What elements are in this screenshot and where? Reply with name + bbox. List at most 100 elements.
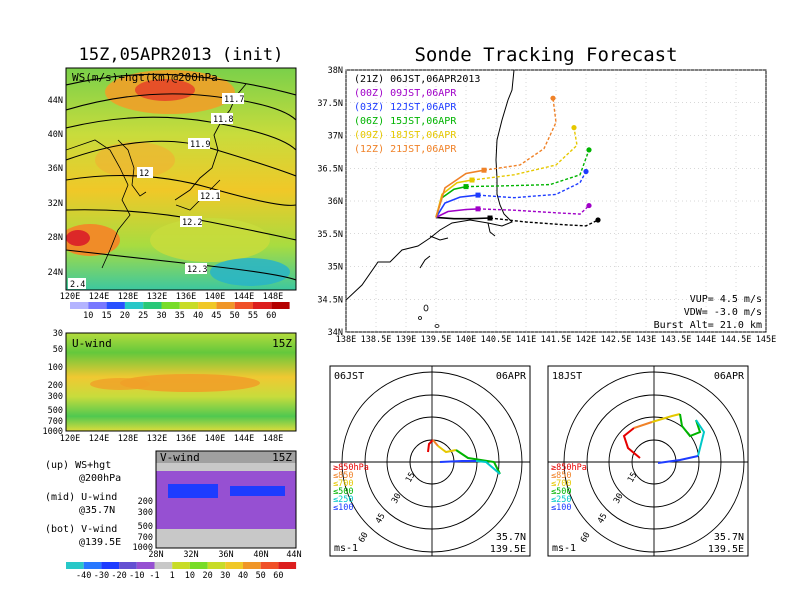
svg-text:45: 45 bbox=[596, 512, 610, 526]
track-lat-tick: 36N bbox=[328, 197, 343, 207]
wind-colorbar-swatch bbox=[225, 562, 243, 569]
vwind-time: 15Z bbox=[272, 451, 292, 464]
track-ascent bbox=[435, 169, 485, 218]
svg-text:Burst Alt= 21.0 km: Burst Alt= 21.0 km bbox=[654, 320, 762, 331]
svg-text:50: 50 bbox=[53, 345, 63, 355]
track-descent bbox=[477, 205, 590, 215]
wind-colorbar-swatch bbox=[101, 562, 120, 569]
svg-text:15: 15 bbox=[404, 471, 418, 485]
track-lat-tick: 38N bbox=[328, 66, 343, 76]
svg-text:≤850: ≤850 bbox=[551, 471, 571, 481]
landing-point bbox=[595, 217, 601, 223]
ws-colorbar-label: 10 bbox=[83, 311, 93, 321]
svg-text:128E: 128E bbox=[118, 292, 138, 302]
landing-point bbox=[583, 168, 589, 175]
track-lon-tick: 144.5E bbox=[721, 335, 752, 345]
sonde-tracks bbox=[435, 95, 601, 227]
ws-colorbar-swatch bbox=[70, 302, 89, 309]
track-ascent bbox=[435, 194, 479, 218]
svg-text:700: 700 bbox=[48, 417, 63, 427]
svg-text:136E: 136E bbox=[176, 434, 196, 444]
svg-text:60: 60 bbox=[357, 531, 371, 545]
svg-text:(09Z) 18JST,06APR: (09Z) 18JST,06APR bbox=[354, 130, 457, 141]
ws-colorbar-swatch bbox=[161, 302, 180, 309]
svg-text:200: 200 bbox=[48, 381, 63, 391]
map-lat-ticks: 44N 40N 36N 32N 28N 24N bbox=[48, 96, 63, 278]
svg-text:24N: 24N bbox=[48, 268, 63, 278]
svg-text:(21Z) 06JST,06APR2013: (21Z) 06JST,06APR2013 bbox=[354, 74, 480, 85]
svg-text:@139.5E: @139.5E bbox=[79, 537, 121, 548]
track-lon-tick: 141.5E bbox=[541, 335, 572, 345]
svg-text:(mid) U-wind: (mid) U-wind bbox=[45, 492, 117, 503]
ws-colorbar-label: 50 bbox=[230, 311, 240, 321]
svg-text:300: 300 bbox=[48, 392, 63, 402]
ws-colorbar-swatch bbox=[216, 302, 235, 309]
wind-colorbar-label: 10 bbox=[185, 571, 195, 581]
uwind-p-ticks: 30 50 100 200 300 500 700 1000 bbox=[43, 329, 63, 437]
svg-text:148E: 148E bbox=[263, 292, 283, 302]
hodo2-ring-labels: 15 30 45 60 bbox=[579, 471, 640, 545]
coastline-asia bbox=[66, 139, 131, 269]
svg-text:12: 12 bbox=[139, 169, 149, 179]
track-lon-tick: 144E bbox=[696, 335, 716, 345]
ws-colorbar-swatch bbox=[198, 302, 217, 309]
ws-band-mid bbox=[95, 142, 175, 178]
track-lon-tick: 139.5E bbox=[421, 335, 452, 345]
track-lat-tick: 34.5N bbox=[317, 295, 343, 305]
svg-text:≤700: ≤700 bbox=[551, 479, 571, 489]
flight-params: VUP= 4.5 m/s VDW= -3.0 m/s Burst Alt= 21… bbox=[654, 294, 762, 331]
svg-text:11.8: 11.8 bbox=[213, 115, 233, 125]
wind-colorbar-label: 20 bbox=[202, 571, 212, 581]
svg-text:144E: 144E bbox=[234, 434, 254, 444]
svg-text:(06Z) 15JST,06APR: (06Z) 15JST,06APR bbox=[354, 116, 457, 127]
hodo2-legend: ≥850hPa ≤850 ≤700 ≤500 ≤250 ≤100 bbox=[551, 463, 587, 513]
svg-text:35.7N: 35.7N bbox=[714, 532, 744, 543]
ws-band bbox=[150, 218, 270, 262]
burst-point bbox=[481, 167, 487, 173]
svg-text:≤850: ≤850 bbox=[333, 471, 353, 481]
svg-text:(bot) V-wind: (bot) V-wind bbox=[45, 524, 117, 535]
svg-text:28N: 28N bbox=[148, 550, 163, 560]
svg-text:140E: 140E bbox=[205, 292, 225, 302]
svg-text:1000: 1000 bbox=[133, 543, 153, 553]
svg-text:44N: 44N bbox=[48, 96, 63, 106]
ws-colorbar-label: 35 bbox=[175, 311, 185, 321]
wind-colorbar-swatch bbox=[260, 562, 279, 569]
jet-max-north bbox=[135, 79, 195, 101]
track-descent bbox=[489, 217, 599, 227]
uwind-panel: U-wind 15Z 30 50 100 200 300 500 700 100… bbox=[43, 329, 297, 444]
vwind-core bbox=[230, 486, 285, 496]
svg-text:148E: 148E bbox=[263, 434, 283, 444]
wind-colorbar-swatch bbox=[243, 562, 261, 569]
map-lon-ticks: 120E 124E 128E 132E 136E 140E 144E 148E bbox=[60, 292, 283, 302]
uwind-lon-ticks: 120E 124E 128E 132E 136E 140E 144E 148E bbox=[60, 434, 283, 444]
svg-text:≤500: ≤500 bbox=[333, 487, 353, 497]
svg-text:35.7N: 35.7N bbox=[496, 532, 526, 543]
height-contour bbox=[66, 93, 296, 121]
ws-colorbar-label: 25 bbox=[138, 311, 148, 321]
ws-colorbar-label: 55 bbox=[248, 311, 258, 321]
hodo2-trace bbox=[622, 413, 706, 464]
hodo1-trace bbox=[427, 439, 501, 475]
svg-text:139.5E: 139.5E bbox=[490, 544, 526, 555]
track-ascent bbox=[435, 208, 479, 219]
jet-max-south bbox=[66, 230, 90, 246]
track-lon-tick: 142E bbox=[576, 335, 596, 345]
svg-text:120E: 120E bbox=[60, 292, 80, 302]
left-title: 15Z,05APR2013 (init) bbox=[79, 45, 284, 65]
svg-text:≤100: ≤100 bbox=[333, 503, 353, 513]
ws-colorbar-swatch bbox=[234, 302, 253, 309]
ws-colorbar-swatch bbox=[271, 302, 290, 309]
wind-colorbar-swatch bbox=[172, 562, 190, 569]
wind-colorbar-label: 30 bbox=[220, 571, 230, 581]
svg-text:100: 100 bbox=[48, 363, 63, 373]
svg-text:28N: 28N bbox=[48, 233, 63, 243]
landing-point bbox=[571, 125, 577, 131]
svg-text:45: 45 bbox=[374, 512, 388, 526]
svg-text:132E: 132E bbox=[147, 292, 167, 302]
right-title: Sonde Tracking Forecast bbox=[414, 44, 677, 66]
svg-text:VUP= 4.5 m/s: VUP= 4.5 m/s bbox=[690, 294, 762, 305]
svg-text:(12Z) 21JST,06APR: (12Z) 21JST,06APR bbox=[354, 144, 457, 155]
hodograph-18jst: 18JST 06APR 15 30 45 60 ≥850hPa ≤850 ≤70… bbox=[547, 365, 749, 557]
